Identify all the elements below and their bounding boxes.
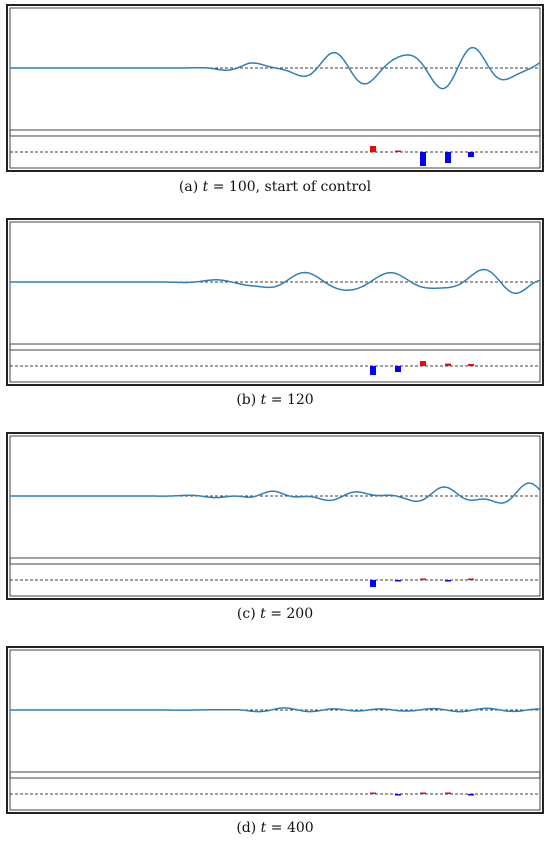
chart-panel xyxy=(6,218,544,386)
control-jet-bar xyxy=(395,150,401,152)
subfigure-caption: (d) t = 400 xyxy=(0,820,550,836)
outer-frame xyxy=(6,4,544,172)
caption-variable: t xyxy=(260,820,267,836)
chart-svg xyxy=(6,432,544,600)
inner-frame xyxy=(9,7,541,169)
inner-frame xyxy=(9,435,541,597)
control-jet-bar xyxy=(468,578,474,580)
caption-label: (c) xyxy=(236,606,256,622)
wave-axes xyxy=(9,7,541,131)
control-jet-bar xyxy=(445,580,451,582)
control-jet-bar xyxy=(370,580,376,587)
subfigure-caption: (c) t = 200 xyxy=(0,606,550,622)
subfigure-caption: (a) t = 100, start of control xyxy=(0,179,550,195)
control-jet-bar xyxy=(420,361,426,366)
chart-svg xyxy=(6,4,544,172)
control-jet-bar xyxy=(420,152,426,166)
caption-value: = 100, start of control xyxy=(212,179,372,195)
control-jet-bar xyxy=(395,366,401,372)
caption-label: (a) xyxy=(178,179,199,195)
control-jet-bar xyxy=(445,152,451,163)
inner-frame xyxy=(9,649,541,811)
outer-frame xyxy=(6,218,544,386)
caption-variable: t xyxy=(260,606,266,622)
control-jet-bar xyxy=(445,792,451,794)
subfigure-caption: (b) t = 120 xyxy=(0,392,550,408)
caption-value: = 400 xyxy=(270,820,314,836)
wave-line xyxy=(10,482,541,504)
caption-variable: t xyxy=(260,392,267,408)
caption-label: (d) xyxy=(236,820,257,836)
chart-panel xyxy=(6,432,544,600)
control-jet-bar xyxy=(395,794,401,796)
control-jet-bar xyxy=(468,364,474,366)
control-jet-bar xyxy=(420,792,426,794)
control-jet-bar xyxy=(370,146,376,152)
wave-line xyxy=(10,707,540,713)
caption-label: (b) xyxy=(236,392,257,408)
caption-value: = 200 xyxy=(270,606,314,622)
chart-panel xyxy=(6,646,544,814)
caption-value: = 120 xyxy=(270,392,314,408)
wave-line xyxy=(10,268,541,294)
chart-svg xyxy=(6,218,544,386)
chart-panel xyxy=(6,4,544,172)
inner-frame xyxy=(9,221,541,383)
control-jet-bar xyxy=(420,578,426,580)
chart-svg xyxy=(6,646,544,814)
wave-axes xyxy=(9,435,541,559)
wave-axes xyxy=(9,221,541,345)
outer-frame xyxy=(6,646,544,814)
wave-axes xyxy=(9,649,541,773)
outer-frame xyxy=(6,432,544,600)
control-jet-bar xyxy=(445,363,451,366)
wave-line xyxy=(10,46,541,90)
control-jet-bar xyxy=(395,580,401,582)
control-jet-bar xyxy=(370,366,376,375)
control-jet-bar xyxy=(468,794,474,796)
control-jet-bar xyxy=(370,792,376,794)
control-jet-bar xyxy=(468,152,474,157)
caption-variable: t xyxy=(202,179,209,195)
